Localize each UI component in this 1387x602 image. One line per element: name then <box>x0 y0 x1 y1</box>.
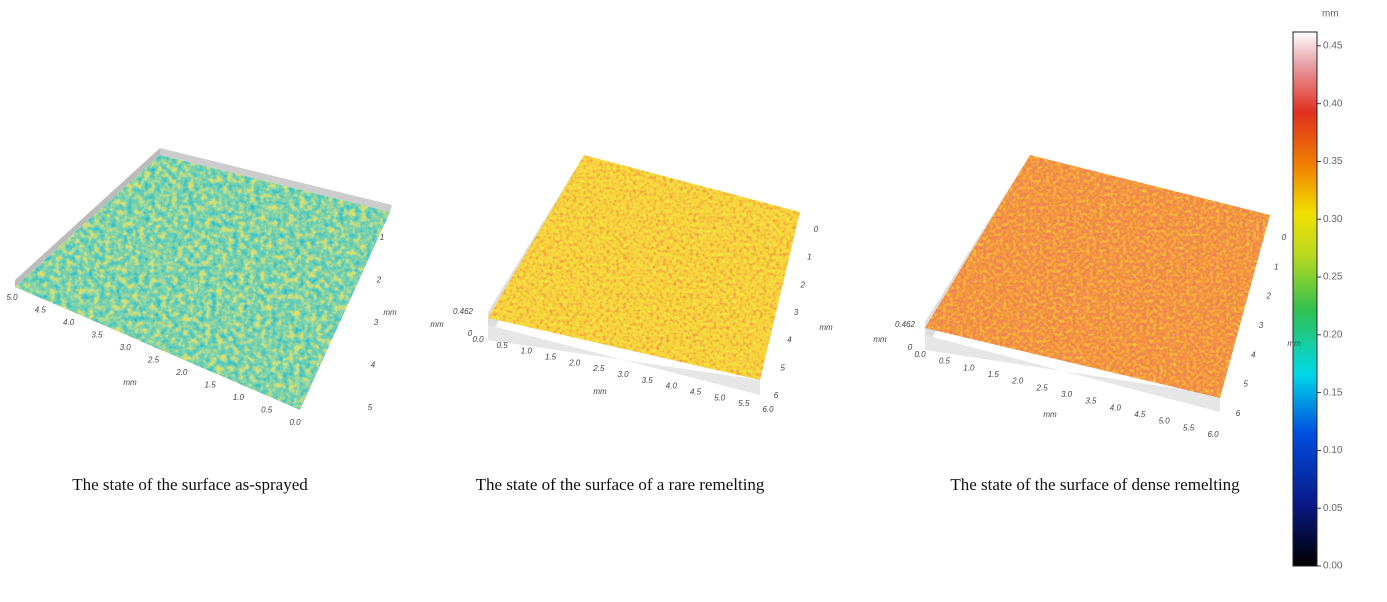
x-tick-label: 1.0 <box>963 363 975 372</box>
y-tick-label: 4 <box>1251 350 1256 359</box>
x-tick-label: 0.0 <box>289 418 301 427</box>
x-tick-label: 6.0 <box>762 405 774 414</box>
colorbar-tick-label: 0.00 <box>1323 561 1343 572</box>
x-tick-label: 0.0 <box>472 335 484 344</box>
x-tick-label: 2.0 <box>568 358 581 367</box>
x-tick-label: 4.5 <box>1134 410 1146 419</box>
x-tick-label: 3.0 <box>1061 390 1073 399</box>
y-tick-label: 2 <box>1265 292 1271 301</box>
x-tick-label: 5.5 <box>738 399 750 408</box>
x-tick-label: 4.5 <box>35 306 47 315</box>
y-tick-label: 1 <box>807 253 811 262</box>
x-tick-label: 3.5 <box>1085 397 1097 406</box>
y-tick-label: 5 <box>780 363 785 372</box>
colorbar-tick-label: 0.25 <box>1323 272 1343 283</box>
x-tick-label: 2.5 <box>1036 383 1049 392</box>
y-tick-label: 6 <box>774 391 779 400</box>
y-tick-label: 0 <box>1282 233 1287 242</box>
y-tick-label: 3 <box>794 308 799 317</box>
y-tick-label: 0 <box>814 225 819 234</box>
colorbar-tick-label: 0.40 <box>1323 98 1343 109</box>
z-tick-label: 0.462 <box>895 320 916 329</box>
y-tick-label: 4 <box>371 361 376 370</box>
colorbar-tick-label: 0.20 <box>1323 329 1343 340</box>
colorbar <box>1293 32 1317 566</box>
y-tick-label: 3 <box>1259 321 1264 330</box>
x-tick-label: 0.5 <box>497 341 509 350</box>
x-tick-label: 1.0 <box>521 347 533 356</box>
colorbar-tick-label: 0.10 <box>1323 445 1343 456</box>
caption: The state of the surface as-sprayed <box>72 475 308 494</box>
y-axis-title: mm <box>819 323 833 332</box>
x-tick-label: 6.0 <box>1207 430 1219 439</box>
x-tick-label: 1.5 <box>205 381 217 390</box>
x-tick-label: 0.5 <box>939 357 951 366</box>
x-tick-label: 4.0 <box>666 382 678 391</box>
colorbar-tick-label: 0.15 <box>1323 387 1343 398</box>
x-tick-label: 5.5 <box>1183 423 1195 432</box>
caption: The state of the surface of dense remelt… <box>950 475 1240 494</box>
y-tick-label: 3 <box>374 318 379 327</box>
z-axis-title: mm <box>430 320 444 329</box>
x-tick-label: 2.5 <box>592 364 605 373</box>
x-tick-label: 2.0 <box>175 368 188 377</box>
colorbar-tick-label: 0.30 <box>1323 214 1343 225</box>
colorbar-unit: mm <box>1322 9 1339 20</box>
colorbar-tick-label: 0.45 <box>1323 41 1343 52</box>
x-tick-label: 0.0 <box>914 350 926 359</box>
y-tick-label: 2 <box>799 280 805 289</box>
x-tick-label: 2.5 <box>147 356 160 365</box>
x-tick-label: 3.0 <box>120 343 132 352</box>
figure: mm The state of the surface as-sprayed 5.… <box>0 0 1387 602</box>
x-tick-label: 5.0 <box>6 293 18 302</box>
x-axis-title: mm <box>593 387 607 396</box>
x-tick-label: 3.0 <box>617 370 629 379</box>
x-tick-label: 1.5 <box>545 353 557 362</box>
x-tick-label: 0.5 <box>261 406 273 415</box>
surface <box>925 155 1270 398</box>
x-tick-label: 3.5 <box>91 331 103 340</box>
z-tick-label: 0.462 <box>453 307 474 316</box>
y-tick-label: 5 <box>368 403 373 412</box>
x-tick-label: 4.0 <box>63 318 75 327</box>
x-tick-label: 4.0 <box>1110 403 1122 412</box>
x-tick-label: 3.5 <box>642 376 654 385</box>
colorbar-tick-label: 0.05 <box>1323 503 1343 514</box>
x-tick-label: 1.0 <box>233 393 245 402</box>
y-tick-label: 5 <box>1243 380 1248 389</box>
y-tick-label: 6 <box>1236 409 1241 418</box>
z-tick-label: 0 <box>468 329 473 338</box>
caption: The state of the surface of a rare remel… <box>476 475 765 494</box>
x-tick-label: 2.0 <box>1011 377 1024 386</box>
x-tick-label: 5.0 <box>714 393 726 402</box>
colorbar-tick-label: 0.35 <box>1323 156 1343 167</box>
x-tick-label: 1.5 <box>988 370 1000 379</box>
x-tick-label: 5.0 <box>1159 417 1171 426</box>
y-axis-title: mm <box>383 308 397 317</box>
z-axis-title: mm <box>873 335 887 344</box>
y-tick-label: 1 <box>380 233 384 242</box>
y-tick-label: 4 <box>787 336 792 345</box>
y-tick-label: 1 <box>1274 262 1278 271</box>
x-axis-title: mm <box>123 378 137 387</box>
x-axis-title: mm <box>1043 410 1057 419</box>
y-tick-label: 2 <box>376 276 382 285</box>
x-tick-label: 4.5 <box>690 388 702 397</box>
y-axis-title: mm <box>1287 339 1301 348</box>
z-tick-label: 0 <box>908 343 913 352</box>
